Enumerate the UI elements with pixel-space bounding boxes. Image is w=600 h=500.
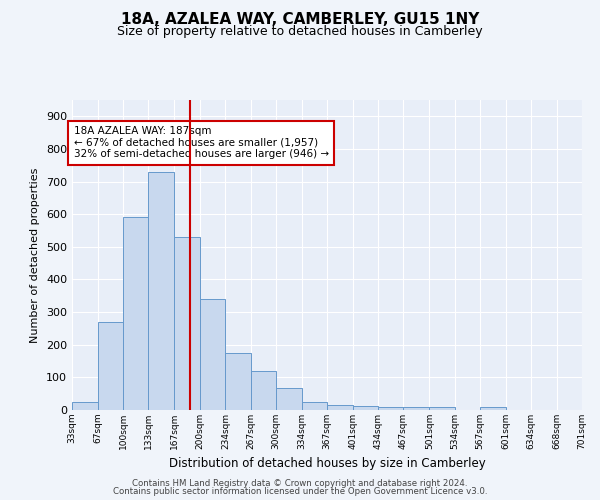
X-axis label: Distribution of detached houses by size in Camberley: Distribution of detached houses by size … (169, 458, 485, 470)
Text: Contains public sector information licensed under the Open Government Licence v3: Contains public sector information licen… (113, 487, 487, 496)
Bar (226, 353, 251, 410)
Text: 18A AZALEA WAY: 187sqm
← 67% of detached houses are smaller (1,957)
32% of semi-: 18A AZALEA WAY: 187sqm ← 67% of detached… (74, 126, 329, 160)
Bar (276, 388, 302, 410)
Bar (353, 406, 378, 410)
Bar (378, 406, 403, 410)
Bar (430, 406, 455, 410)
Bar (251, 371, 276, 410)
Text: 18A, AZALEA WAY, CAMBERLEY, GU15 1NY: 18A, AZALEA WAY, CAMBERLEY, GU15 1NY (121, 12, 479, 28)
Bar (479, 408, 506, 410)
Bar (98, 322, 123, 410)
Text: Size of property relative to detached houses in Camberley: Size of property relative to detached ho… (117, 25, 483, 38)
Bar (72, 402, 98, 410)
Text: Contains HM Land Registry data © Crown copyright and database right 2024.: Contains HM Land Registry data © Crown c… (132, 478, 468, 488)
Bar (302, 402, 327, 410)
Bar (403, 406, 430, 410)
Bar (148, 172, 175, 410)
Bar (199, 299, 226, 410)
Y-axis label: Number of detached properties: Number of detached properties (31, 168, 40, 342)
Bar (123, 218, 148, 410)
Bar (175, 237, 200, 410)
Bar (327, 405, 353, 410)
